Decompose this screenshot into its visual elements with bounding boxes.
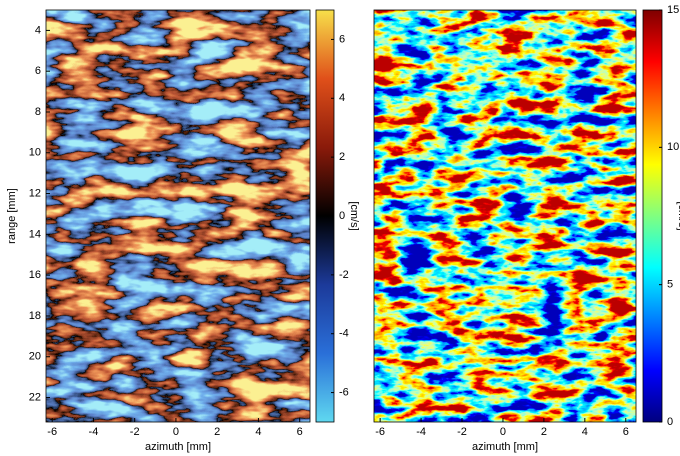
y-tick-label: 16 bbox=[29, 269, 41, 281]
colorbar-tick-label: 15 bbox=[667, 4, 679, 16]
x-tick-label: -2 bbox=[457, 426, 467, 438]
colorbar-tick-label: -6 bbox=[339, 386, 349, 398]
colorbar bbox=[642, 9, 663, 423]
colorbar-tick-label: 0 bbox=[339, 210, 345, 222]
x-tick-label: 4 bbox=[582, 426, 588, 438]
y-tick-label: 20 bbox=[29, 351, 41, 363]
heatmap-image bbox=[46, 10, 310, 422]
colorbar-tick-label: -2 bbox=[339, 269, 349, 281]
colorbar-label: [cm/s] bbox=[348, 201, 360, 230]
heatmap-image bbox=[374, 10, 636, 422]
x-tick-label: -4 bbox=[89, 426, 99, 438]
x-tick-label: -4 bbox=[416, 426, 426, 438]
x-axis-label: azimuth [mm] bbox=[145, 441, 211, 453]
y-tick-label: 4 bbox=[35, 24, 41, 36]
colorbar-tick-label: 2 bbox=[339, 151, 345, 163]
x-axis-label: azimuth [mm] bbox=[472, 441, 538, 453]
x-tick-label: 6 bbox=[297, 426, 303, 438]
x-tick-label: -6 bbox=[375, 426, 385, 438]
colorbar-tick-label: 6 bbox=[339, 33, 345, 45]
y-tick-label: 22 bbox=[29, 391, 41, 403]
colorbar-label: [cm/s] bbox=[676, 201, 680, 230]
y-axis-label: range [mm] bbox=[6, 188, 18, 244]
y-tick-label: 10 bbox=[29, 147, 41, 159]
y-tick-label: 12 bbox=[29, 187, 41, 199]
y-tick-label: 18 bbox=[29, 310, 41, 322]
colorbar-tick-label: 10 bbox=[667, 141, 679, 153]
x-tick-label: 4 bbox=[255, 426, 261, 438]
x-tick-label: 2 bbox=[541, 426, 547, 438]
x-tick-label: 0 bbox=[500, 426, 506, 438]
colorbar-tick-label: 4 bbox=[339, 92, 345, 104]
y-tick-label: 14 bbox=[29, 228, 41, 240]
x-tick-label: 6 bbox=[623, 426, 629, 438]
x-tick-label: 0 bbox=[173, 426, 179, 438]
y-tick-label: 8 bbox=[35, 106, 41, 118]
x-tick-label: -6 bbox=[47, 426, 57, 438]
x-tick-label: -2 bbox=[130, 426, 140, 438]
plot-frame bbox=[373, 9, 637, 423]
y-tick-label: 6 bbox=[35, 65, 41, 77]
colorbar-tick-label: 5 bbox=[667, 279, 673, 291]
plot-frame bbox=[45, 9, 311, 423]
colorbar-tick-label: 0 bbox=[667, 416, 673, 428]
colorbar-tick-label: -4 bbox=[339, 328, 349, 340]
x-tick-label: 2 bbox=[214, 426, 220, 438]
